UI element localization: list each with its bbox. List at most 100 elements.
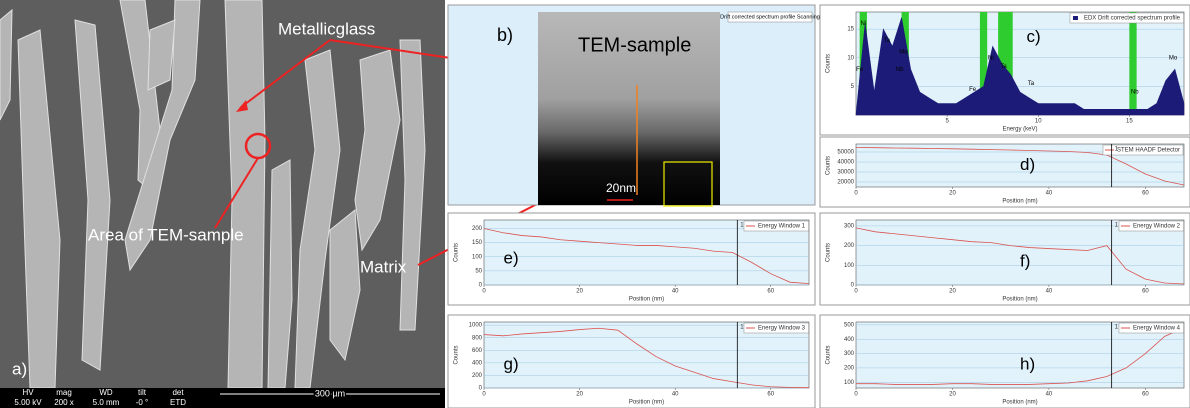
energy-window	[979, 12, 988, 115]
legend: Energy Window 1	[743, 220, 809, 232]
y-tick-label: 50	[475, 268, 482, 274]
peak-label: Ta	[1028, 81, 1035, 87]
line-series	[483, 327, 810, 389]
panel-label: e)	[504, 248, 519, 267]
energy-window	[1129, 12, 1137, 115]
x-axis-label: Position (nm)	[629, 297, 664, 303]
legend-box	[743, 322, 809, 334]
legend-box	[1118, 322, 1184, 334]
x-tick-label: 0	[854, 289, 858, 295]
x-axis-label: Position (nm)	[1002, 199, 1037, 205]
chart-panel: 5 10 15 5 10 15 Energy (keV) Counts EDX Drift co…	[819, 4, 1190, 136]
y-tick-label: 500	[844, 322, 855, 328]
legend-label: Energy Window 2	[1133, 224, 1181, 230]
info-bar	[0, 388, 445, 408]
tem-image	[538, 12, 720, 205]
legend: STEM HAADF Detector	[1102, 144, 1184, 156]
x-axis-label: Position (nm)	[1002, 297, 1037, 303]
legend-label: Energy Window 3	[758, 326, 806, 332]
chart-panel: 0 50 100 150 200 0 20 40 60 Position (nm) Counts En…	[447, 212, 816, 306]
line-series	[856, 327, 1185, 385]
legend: EDX Drift corrected spectrum profile	[1069, 12, 1184, 24]
y-tick-label: 50000	[837, 150, 854, 156]
peak-label: Fe	[969, 87, 977, 93]
panel-label: f)	[1020, 252, 1030, 271]
marker-label: 1	[740, 325, 744, 331]
y-tick-label: 1000	[469, 323, 483, 329]
peak-label: Ta	[1000, 64, 1007, 70]
y-tick-label: 20000	[837, 180, 854, 186]
marker-label: 1	[1115, 223, 1119, 229]
x-tick-label: 20	[949, 289, 956, 295]
x-tick-label: 60	[1142, 289, 1149, 295]
y-tick-label: 400	[844, 337, 855, 343]
line-series	[855, 147, 1185, 186]
info-value: 200 x	[54, 398, 74, 407]
x-tick-label: 40	[1046, 392, 1053, 398]
peak-label: Mo	[899, 50, 908, 56]
peak-label: Fe	[856, 67, 864, 73]
x-tick-label: 20	[576, 289, 583, 295]
tem-header: Drift corrected spectrum profile Scannin…	[720, 14, 820, 20]
info-label: mag	[56, 388, 72, 397]
legend-label: STEM HAADF Detector	[1117, 148, 1180, 154]
x-tick-label: 5	[945, 119, 949, 125]
plot-area	[855, 321, 1185, 389]
y-tick-label: 400	[472, 360, 483, 366]
x-tick-label: 15	[1126, 119, 1133, 125]
info-label: tilt	[138, 388, 147, 397]
arrow	[239, 39, 331, 109]
x-tick-label: 40	[672, 392, 679, 398]
chart-panel: 100 200 300 400 500 0 20 40 60 Position (nm) Count…	[819, 314, 1190, 408]
y-tick-label: 0	[479, 386, 483, 392]
legend-box	[1102, 144, 1184, 156]
y-tick-label: 200	[472, 373, 483, 379]
chart-panel: 0 100 200 300 0 20 40 60 Position (nm) Counts Ener…	[819, 212, 1190, 306]
sem-panel: Metallicglass Area of TEM-sample Matrix …	[0, 0, 604, 408]
y-axis-label: Counts	[454, 243, 460, 262]
x-tick-label: 20	[576, 392, 583, 398]
x-axis-label: Energy (keV)	[1002, 127, 1037, 133]
y-tick-label: 300	[844, 351, 855, 357]
panel-label: c)	[1027, 27, 1041, 46]
y-tick-label: 100	[844, 380, 855, 386]
x-tick-label: 60	[1142, 191, 1149, 197]
x-axis-label: Position (nm)	[1002, 400, 1037, 406]
y-tick-label: 40000	[837, 160, 854, 166]
y-axis-label: Counts	[826, 54, 832, 73]
line-series	[855, 227, 1185, 285]
peak-label: Nb	[896, 67, 904, 73]
spectrum-area	[855, 17, 1185, 116]
tem-title: TEM-sample	[578, 34, 691, 56]
legend-label: Energy Window 1	[758, 224, 806, 230]
x-tick-label: 0	[854, 191, 858, 197]
x-tick-label: 40	[672, 289, 679, 295]
x-tick-label: 0	[482, 289, 486, 295]
arrow-head	[236, 100, 248, 112]
x-tick-label: 40	[1046, 191, 1053, 197]
marker-label: 1	[740, 223, 744, 229]
y-tick-label: 300	[844, 223, 855, 229]
info-value: 5.00 kV	[14, 398, 42, 407]
marker-label: 1	[1115, 325, 1119, 331]
scale-label: 300 µm	[315, 388, 345, 398]
y-tick-label: 5	[851, 84, 855, 90]
y-tick-label: 100	[472, 254, 483, 260]
drift-box	[663, 161, 713, 207]
y-tick-label: 100	[844, 263, 855, 269]
x-tick-label: 60	[767, 289, 774, 295]
line-series	[483, 228, 810, 284]
legend-label: EDX Drift corrected spectrum profile	[1084, 16, 1181, 22]
y-tick-label: 10	[847, 55, 854, 61]
y-tick-label: 200	[844, 365, 855, 371]
x-tick-label: 40	[1046, 289, 1053, 295]
legend-label: Energy Window 4	[1133, 326, 1181, 332]
tem-panel: Drift corrected spectrum profile Scannin…	[447, 4, 820, 207]
y-tick-label: 800	[472, 335, 483, 341]
legend: Energy Window 2	[1118, 220, 1184, 232]
info-value: -0 °	[136, 398, 149, 407]
y-tick-label: 15	[847, 27, 854, 33]
x-tick-label: 60	[767, 392, 774, 398]
